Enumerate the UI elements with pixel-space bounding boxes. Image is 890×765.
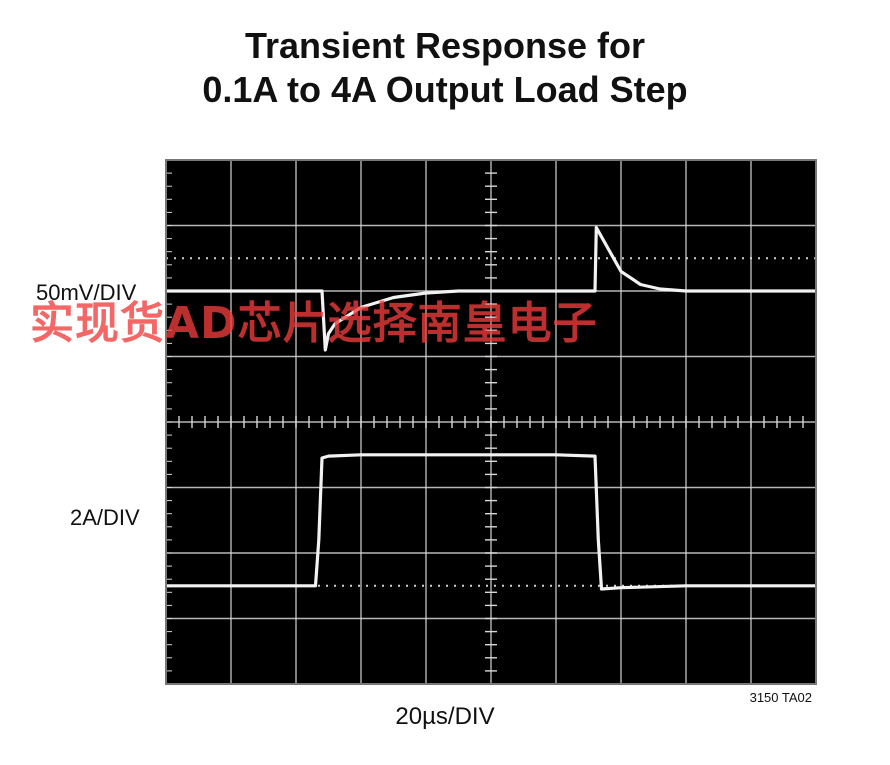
chart-title-line-1: Transient Response for (244, 25, 646, 66)
trace-1 (164, 225, 818, 352)
channel-label-current: 2A/DIV (70, 505, 140, 530)
watermark: 实现货AD芯片选择南皇电子 (30, 298, 598, 349)
chart-title: Transient Response for 0.1A to 4A Output… (0, 24, 890, 112)
trace-2 (164, 453, 818, 591)
chart-title-line-2: 0.1A to 4A Output Load Step (202, 69, 688, 110)
x-axis-label: 20µs/DIV (395, 703, 495, 730)
channel-label-voltage: 50mV/DIV (36, 280, 137, 305)
part-number: 3150 TA02 (749, 690, 812, 705)
scope-border (165, 159, 817, 685)
